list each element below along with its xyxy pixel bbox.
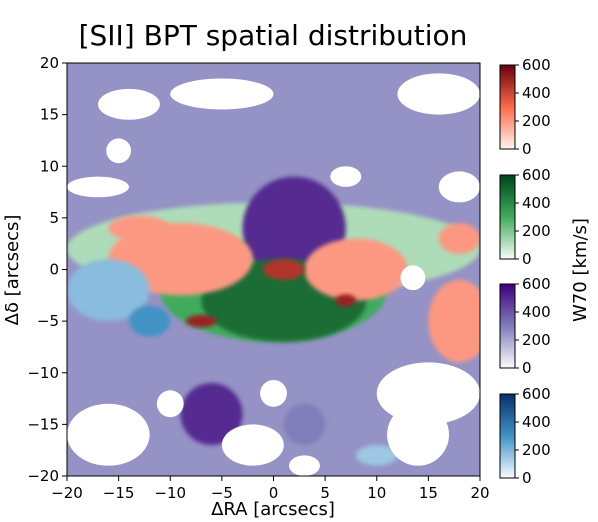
region-reds-10 [263, 259, 305, 280]
x-tick-label: −5 [211, 484, 233, 502]
masked-region-3 [400, 265, 426, 291]
colorbar-label: W70 [km/s] [570, 218, 591, 322]
masked-region-10 [387, 403, 450, 466]
colorbar-tick-label: 0 [522, 469, 532, 487]
region-purples-17 [283, 403, 326, 446]
masked-region-14 [67, 176, 129, 198]
colorbar-blues [499, 393, 516, 479]
colorbar-tick-label: 0 [522, 140, 532, 158]
x-tick-label: −15 [103, 484, 135, 502]
y-tick-label: 15 [40, 106, 59, 124]
masked-region-13 [330, 166, 362, 187]
masked-region-1 [170, 78, 274, 110]
masked-region-0 [97, 88, 160, 120]
colorbar-tick-label: 600 [522, 385, 551, 403]
colorbar-tick-label: 600 [522, 275, 551, 293]
masked-region-6 [67, 403, 150, 466]
y-tick-label: −5 [37, 312, 59, 330]
colorbar-tick-label: 200 [522, 222, 551, 240]
region-blues-13 [67, 259, 150, 322]
colorbar-greens [499, 174, 516, 260]
colorbar-tick-label: 200 [522, 112, 551, 130]
chart-title: [SII] BPT spatial distribution [79, 19, 468, 52]
y-tick-label: −15 [27, 415, 59, 433]
colorbar-purples [499, 283, 516, 369]
region-blues-15 [356, 445, 398, 466]
x-tick-label: −20 [51, 484, 83, 502]
y-axis-label: Δδ [arcsecs] [2, 215, 23, 326]
y-tick-label: 10 [40, 157, 59, 175]
y-tick-label: 20 [40, 54, 59, 72]
y-tick-label: −20 [27, 467, 59, 485]
colorbar-tick-label: 200 [522, 441, 551, 459]
region-reds-12 [335, 294, 357, 307]
region-reds-8 [428, 279, 480, 363]
masked-region-12 [438, 171, 480, 203]
colorbar-tick-label: 400 [522, 413, 551, 431]
colorbar-tick-label: 0 [522, 359, 532, 377]
y-tick-label: −10 [27, 364, 59, 382]
masked-region-2 [106, 138, 132, 164]
heatmap-area [67, 63, 480, 476]
colorbars: 0 200 400 600 0 200 400 600 0 200 400 600 0 200 400 600 [499, 56, 551, 487]
region-reds-7 [304, 238, 408, 301]
x-tick-label: 10 [367, 484, 386, 502]
x-tick-label: −10 [154, 484, 186, 502]
colorbar-tick-label: 600 [522, 56, 551, 74]
y-tick-label: 0 [49, 261, 59, 279]
masked-region-8 [288, 455, 320, 476]
masked-region-11 [397, 73, 480, 115]
colorbar-tick-label: 200 [522, 331, 551, 349]
y-axis-ticks: −20 −15 −10 −5 0 5 10 15 20 [27, 54, 67, 485]
region-blues-14 [128, 305, 171, 337]
masked-region-5 [260, 379, 287, 407]
x-tick-label: 5 [320, 484, 330, 502]
colorbar-tick-label: 0 [522, 250, 532, 268]
y-tick-label: 5 [49, 209, 59, 227]
masked-region-7 [221, 424, 284, 466]
region-purples-16 [180, 383, 243, 446]
colorbar-tick-label: 400 [522, 194, 551, 212]
masked-region-4 [156, 390, 184, 418]
colorbar-tick-label: 400 [522, 303, 551, 321]
x-tick-label: 0 [269, 484, 279, 502]
region-reds-6 [108, 215, 171, 241]
x-tick-label: 15 [419, 484, 438, 502]
region-reds-11 [185, 314, 217, 328]
colorbar-tick-label: 600 [522, 166, 551, 184]
colorbar-tick-label: 400 [522, 84, 551, 102]
region-reds-9 [438, 223, 480, 255]
x-axis-ticks: −20 −15 −10 −5 0 5 10 15 20 [51, 476, 490, 502]
colorbar-reds [499, 64, 516, 150]
x-axis-label: ΔRA [arcsecs] [211, 499, 335, 520]
x-tick-label: 20 [470, 484, 489, 502]
masked-regions [67, 73, 480, 476]
